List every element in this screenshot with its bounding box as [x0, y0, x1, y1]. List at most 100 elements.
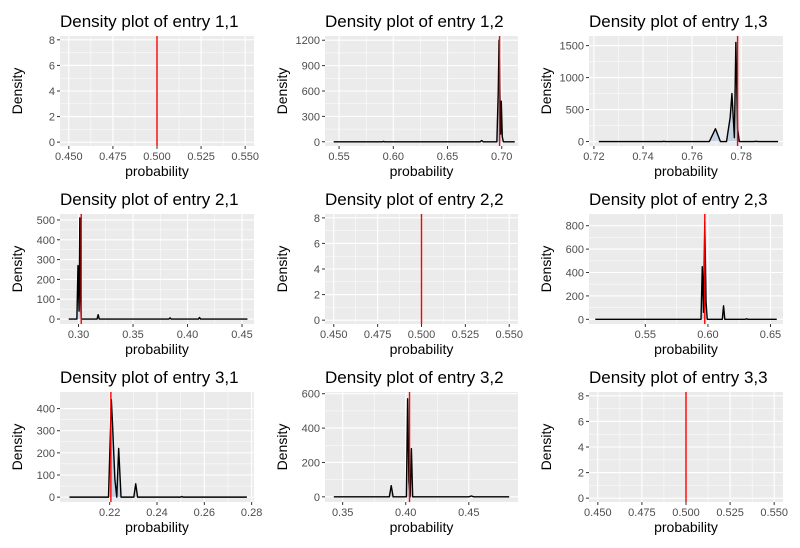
x-tick-label: 0.55 [328, 151, 349, 163]
y-tick-label: 100 [37, 294, 55, 306]
y-tick-label: 200 [37, 274, 55, 286]
x-tick-label: 0.78 [731, 151, 752, 163]
y-tick-label: 500 [37, 215, 55, 227]
y-axis-label: Density [538, 424, 554, 471]
y-tick-label: 0 [49, 314, 55, 326]
density-curve [595, 221, 777, 321]
x-axis-label: probability [390, 163, 454, 179]
x-tick-label: 0.60 [697, 329, 718, 341]
facet-panel-7: 0.22 0.24 0.26 0.28 0 100 200 300 400 Density plo… [9, 368, 262, 535]
facet-panel-6: 0.55 0.60 0.65 0 200 400 600 800 Density plot of… [538, 190, 783, 357]
panel-title: Density plot of entry 1,3 [589, 12, 768, 31]
x-tick-label: 0.24 [146, 507, 167, 519]
y-tick-label: 0 [49, 492, 55, 504]
x-tick-label: 0.475 [628, 507, 656, 519]
x-axis-label: probability [654, 163, 718, 179]
panel-title: Density plot of entry 2,3 [589, 190, 768, 209]
panel-title: Density plot of entry 3,2 [325, 368, 504, 387]
facet-panel-1: 0.450 0.475 0.500 0.525 0.550 0 2 4 6 8 Density pl… [9, 12, 259, 179]
x-tick-label: 0.22 [99, 507, 120, 519]
y-tick-label: 4 [578, 442, 584, 454]
y-tick-label: 800 [566, 221, 584, 233]
y-axis-label: Density [274, 424, 290, 471]
y-tick-label: 4 [49, 86, 55, 98]
y-tick-label: 0 [314, 492, 320, 504]
x-axis-label: probability [125, 341, 189, 357]
x-axis-label: probability [390, 519, 454, 535]
x-tick-label: 0.500 [408, 329, 436, 341]
panel-background [325, 392, 518, 502]
y-tick-label: 200 [302, 457, 320, 469]
x-tick-label: 0.525 [716, 507, 744, 519]
x-tick-label: 0.55 [635, 329, 656, 341]
y-tick-label: 900 [302, 61, 320, 73]
x-tick-label: 0.475 [99, 151, 127, 163]
x-tick-label: 0.500 [672, 507, 700, 519]
facet-panel-8: 0.35 0.40 0.45 0 200 400 600 Density plot of en… [274, 368, 518, 535]
x-axis-label: probability [654, 341, 718, 357]
x-tick-label: 0.45 [231, 329, 252, 341]
y-axis-label: Density [9, 68, 25, 115]
y-tick-label: 600 [302, 86, 320, 98]
y-tick-label: 2 [49, 112, 55, 124]
y-tick-label: 4 [314, 264, 320, 276]
x-tick-label: 0.28 [241, 507, 262, 519]
x-tick-label: 0.26 [194, 507, 215, 519]
density-curve [69, 399, 247, 498]
y-tick-label: 300 [37, 426, 55, 438]
facet-panel-2: 0.55 0.60 0.65 0.70 0 300 600 900 1200 Density pl… [274, 12, 518, 179]
x-tick-label: 0.74 [632, 151, 653, 163]
x-tick-label: 0.500 [143, 151, 171, 163]
x-axis-label: probability [125, 163, 189, 179]
x-tick-label: 0.30 [68, 329, 89, 341]
panel-title: Density plot of entry 2,1 [60, 190, 239, 209]
x-tick-label: 0.35 [332, 507, 353, 519]
x-tick-label: 0.450 [584, 507, 612, 519]
y-tick-label: 600 [566, 244, 584, 256]
x-tick-label: 0.65 [437, 151, 458, 163]
y-tick-label: 0 [578, 493, 584, 505]
x-tick-label: 0.60 [383, 151, 404, 163]
x-tick-label: 0.550 [495, 329, 523, 341]
y-tick-label: 0 [578, 137, 584, 149]
y-tick-label: 300 [37, 255, 55, 267]
x-tick-label: 0.525 [187, 151, 215, 163]
x-tick-label: 0.450 [55, 151, 83, 163]
y-tick-label: 400 [566, 268, 584, 280]
y-tick-label: 6 [578, 416, 584, 428]
y-tick-label: 400 [37, 235, 55, 247]
x-tick-label: 0.475 [364, 329, 392, 341]
panel-title: Density plot of entry 3,3 [589, 368, 768, 387]
panel-background [589, 36, 783, 146]
x-tick-label: 0.450 [320, 329, 348, 341]
panel-title: Density plot of entry 1,2 [325, 12, 504, 31]
panel-title: Density plot of entry 2,2 [325, 190, 504, 209]
density-curve [68, 217, 248, 320]
facet-panel-9: 0.450 0.475 0.500 0.525 0.550 0 2 4 6 8 Density pl… [538, 368, 788, 535]
y-axis-label: Density [274, 68, 290, 115]
y-tick-label: 8 [49, 35, 55, 47]
y-tick-label: 0 [314, 137, 320, 149]
y-tick-label: 1200 [296, 35, 320, 47]
y-tick-label: 300 [302, 111, 320, 123]
y-tick-label: 2 [578, 468, 584, 480]
y-tick-label: 6 [314, 238, 320, 250]
y-tick-label: 400 [302, 423, 320, 435]
y-axis-label: Density [274, 246, 290, 293]
x-tick-label: 0.70 [491, 151, 512, 163]
x-tick-label: 0.65 [760, 329, 781, 341]
y-tick-label: 6 [49, 60, 55, 72]
x-tick-label: 0.45 [458, 507, 479, 519]
y-tick-label: 600 [302, 389, 320, 401]
y-tick-label: 0 [49, 137, 55, 149]
y-tick-label: 1500 [560, 41, 584, 53]
y-tick-label: 200 [37, 448, 55, 460]
density-curve [333, 39, 515, 143]
density-curve [598, 41, 779, 143]
y-tick-label: 400 [37, 404, 55, 416]
y-axis-label: Density [538, 246, 554, 293]
y-tick-label: 1000 [560, 73, 584, 85]
x-tick-label: 0.40 [395, 507, 416, 519]
y-tick-label: 200 [566, 291, 584, 303]
